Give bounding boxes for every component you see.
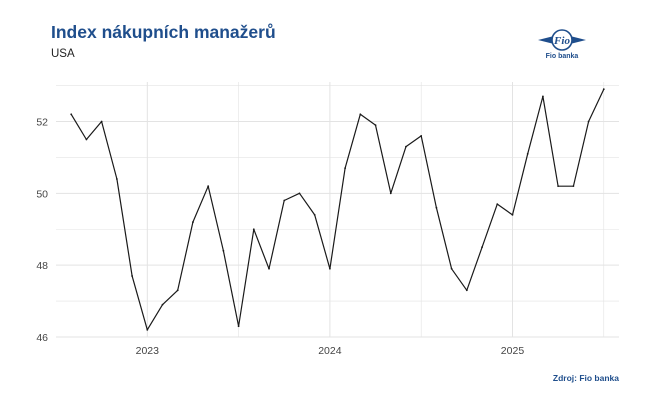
data-point <box>542 95 544 98</box>
data-point <box>405 145 407 148</box>
logo-label: Fio banka <box>545 53 579 60</box>
data-point <box>374 124 377 126</box>
y-axis-ticks: 46 48 50 52 <box>36 117 48 344</box>
data-point <box>465 289 468 292</box>
x-tick-label: 2023 <box>136 345 160 357</box>
data-point <box>344 167 347 170</box>
data-point <box>237 325 240 328</box>
grid-lines <box>56 82 619 338</box>
data-point <box>435 206 438 209</box>
data-point <box>511 213 514 216</box>
data-point <box>146 328 149 331</box>
data-point <box>526 152 529 155</box>
data-point <box>207 185 210 188</box>
data-point <box>587 120 590 123</box>
data-point <box>313 213 316 216</box>
data-point <box>252 228 255 231</box>
y-tick-label: 48 <box>36 260 48 272</box>
data-point <box>222 249 225 252</box>
data-point <box>450 267 453 270</box>
data-point <box>192 221 194 223</box>
data-point <box>161 303 164 306</box>
x-tick-label: 2025 <box>501 345 525 357</box>
chart-subtitle: USA <box>51 48 75 60</box>
data-point <box>557 185 560 188</box>
data-point <box>389 192 392 195</box>
data-point <box>602 88 605 91</box>
data-point <box>298 192 301 195</box>
data-point <box>115 178 118 180</box>
y-tick-label: 46 <box>36 332 48 344</box>
y-tick-label: 52 <box>36 117 48 129</box>
data-point <box>85 138 88 141</box>
data-point <box>70 113 73 116</box>
data-point <box>176 289 179 292</box>
data-point <box>131 275 133 277</box>
x-tick-label: 2024 <box>318 345 342 357</box>
data-point <box>283 199 286 202</box>
data-point <box>572 185 575 188</box>
data-points <box>70 88 605 331</box>
data-point <box>268 267 270 270</box>
fio-banka-logo: Fio <box>538 29 586 51</box>
data-point <box>328 267 331 270</box>
chart-title: Index nákupních manažerů <box>51 22 276 42</box>
data-point <box>420 134 423 137</box>
data-point <box>359 113 362 116</box>
x-axis-ticks: 2023 2024 2025 <box>136 345 525 357</box>
svg-text:Fio: Fio <box>553 35 570 47</box>
series-line <box>70 88 605 331</box>
data-point <box>481 246 483 249</box>
data-point <box>496 203 499 206</box>
y-tick-label: 50 <box>36 188 48 200</box>
source-note: Zdroj: Fio banka <box>552 373 619 383</box>
data-point <box>100 120 103 123</box>
